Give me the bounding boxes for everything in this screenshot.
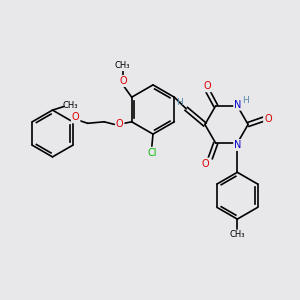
Text: O: O — [116, 118, 124, 129]
Text: O: O — [264, 113, 272, 124]
Text: H: H — [242, 96, 249, 105]
Text: O: O — [119, 76, 127, 86]
Text: O: O — [72, 112, 80, 122]
Text: Cl: Cl — [147, 148, 157, 158]
Text: CH₃: CH₃ — [230, 230, 245, 239]
Text: O: O — [202, 159, 210, 169]
Text: N: N — [234, 140, 242, 150]
Text: H: H — [176, 98, 183, 107]
Text: CH₃: CH₃ — [63, 101, 78, 110]
Text: CH₃: CH₃ — [115, 61, 130, 70]
Text: N: N — [234, 100, 242, 110]
Text: O: O — [203, 81, 211, 91]
